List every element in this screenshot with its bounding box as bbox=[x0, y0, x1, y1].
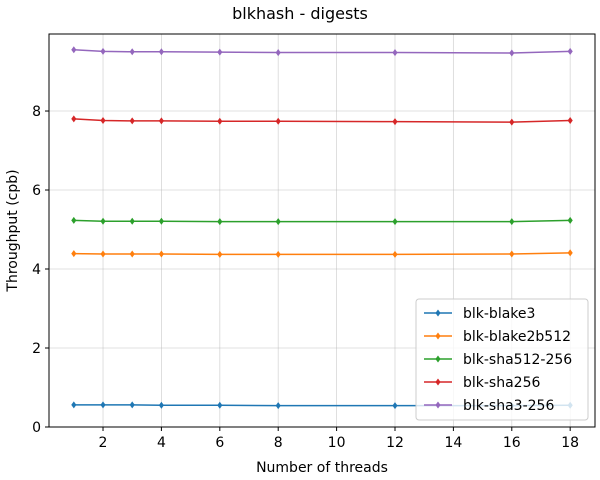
y-axis-title: Throughput (cpb) bbox=[5, 169, 21, 292]
data-point bbox=[217, 401, 223, 409]
data-point bbox=[392, 49, 398, 57]
data-point bbox=[217, 117, 223, 125]
data-point bbox=[509, 49, 515, 57]
data-point bbox=[71, 115, 77, 123]
legend-box bbox=[415, 298, 589, 421]
legend-swatch-marker bbox=[435, 309, 441, 317]
x-axis: 2 4 6 8 10 12 14 16 18 bbox=[99, 427, 579, 451]
data-point bbox=[158, 48, 164, 56]
x-tick-label: 2 bbox=[99, 435, 108, 451]
data-point bbox=[217, 250, 223, 258]
x-tick-label: 16 bbox=[503, 435, 521, 451]
legend-label: blk-sha512-256 bbox=[463, 352, 572, 368]
series-blk-blake2b512 bbox=[71, 249, 573, 258]
series-line bbox=[73, 252, 571, 256]
legend-swatch-marker bbox=[435, 355, 441, 363]
data-point bbox=[129, 217, 135, 225]
data-point bbox=[392, 118, 398, 126]
y-tick-label: 6 bbox=[32, 183, 41, 199]
data-point bbox=[509, 250, 515, 258]
data-point bbox=[71, 46, 77, 54]
series-line bbox=[73, 118, 571, 123]
data-point bbox=[71, 250, 77, 258]
data-point bbox=[567, 216, 573, 224]
data-point bbox=[392, 218, 398, 226]
data-point bbox=[100, 116, 106, 125]
data-point bbox=[567, 249, 573, 257]
data-point bbox=[71, 401, 77, 409]
data-point bbox=[129, 117, 135, 125]
legend-swatch-marker bbox=[435, 378, 441, 386]
x-tick-label: 4 bbox=[157, 435, 166, 451]
x-axis-title: Number of threads bbox=[256, 460, 388, 476]
legend-swatch-marker bbox=[435, 332, 441, 340]
data-point bbox=[509, 218, 515, 226]
y-tick-label: 0 bbox=[32, 420, 41, 436]
x-tick-label: 18 bbox=[561, 435, 579, 451]
grid bbox=[49, 34, 595, 428]
legend-item: blk-blake3 bbox=[424, 306, 535, 322]
data-point bbox=[217, 218, 223, 226]
legend-item: blk-sha512-256 bbox=[424, 352, 572, 368]
legend-label: blk-sha256 bbox=[463, 375, 540, 391]
data-point bbox=[275, 49, 281, 57]
x-tick-label: 14 bbox=[444, 435, 462, 451]
data-point bbox=[275, 117, 281, 125]
data-point bbox=[100, 401, 106, 409]
y-tick-label: 2 bbox=[32, 341, 41, 357]
y-tick-label: 4 bbox=[32, 262, 41, 278]
series-blk-sha3-256 bbox=[71, 46, 573, 57]
series-blk-sha512-256 bbox=[71, 216, 573, 226]
legend-item: blk-sha256 bbox=[424, 375, 540, 391]
data-point bbox=[392, 250, 398, 258]
legend-label: blk-sha3-256 bbox=[463, 398, 554, 414]
data-point bbox=[217, 48, 223, 56]
data-point bbox=[275, 402, 281, 410]
series-blk-sha256 bbox=[71, 115, 573, 126]
data-point bbox=[158, 117, 164, 125]
data-point bbox=[100, 217, 106, 225]
legend-label: blk-blake3 bbox=[463, 306, 535, 322]
x-tick-label: 6 bbox=[215, 435, 224, 451]
data-point bbox=[567, 47, 573, 55]
legend-item: blk-sha3-256 bbox=[424, 398, 554, 414]
data-point bbox=[275, 250, 281, 258]
y-tick-label: 8 bbox=[32, 104, 41, 120]
data-point bbox=[129, 250, 135, 258]
x-tick-label: 12 bbox=[386, 435, 404, 451]
data-point bbox=[509, 118, 515, 126]
data-point bbox=[100, 250, 106, 258]
data-point bbox=[129, 401, 135, 409]
legend-item: blk-blake2b512 bbox=[424, 329, 571, 345]
chart-title: blkhash - digests bbox=[232, 4, 368, 23]
x-tick-label: 8 bbox=[274, 435, 283, 451]
data-point bbox=[567, 116, 573, 125]
data-point bbox=[158, 217, 164, 225]
legend-label: blk-blake2b512 bbox=[463, 329, 571, 345]
data-point bbox=[100, 47, 106, 55]
data-point bbox=[275, 218, 281, 226]
legend: blk-blake3 blk-blake2b512 blk-sha512-256 bl… bbox=[415, 298, 589, 421]
series-line bbox=[73, 219, 571, 223]
legend-swatch-marker bbox=[435, 401, 441, 409]
data-point bbox=[129, 48, 135, 56]
data-point bbox=[158, 250, 164, 258]
x-tick-label: 10 bbox=[328, 435, 346, 451]
series-line bbox=[73, 49, 571, 54]
y-axis: 0 2 4 6 8 bbox=[32, 104, 49, 436]
data-point bbox=[158, 401, 164, 409]
plot-area-frame bbox=[48, 33, 596, 428]
data-point bbox=[392, 402, 398, 410]
data-point bbox=[71, 216, 77, 224]
